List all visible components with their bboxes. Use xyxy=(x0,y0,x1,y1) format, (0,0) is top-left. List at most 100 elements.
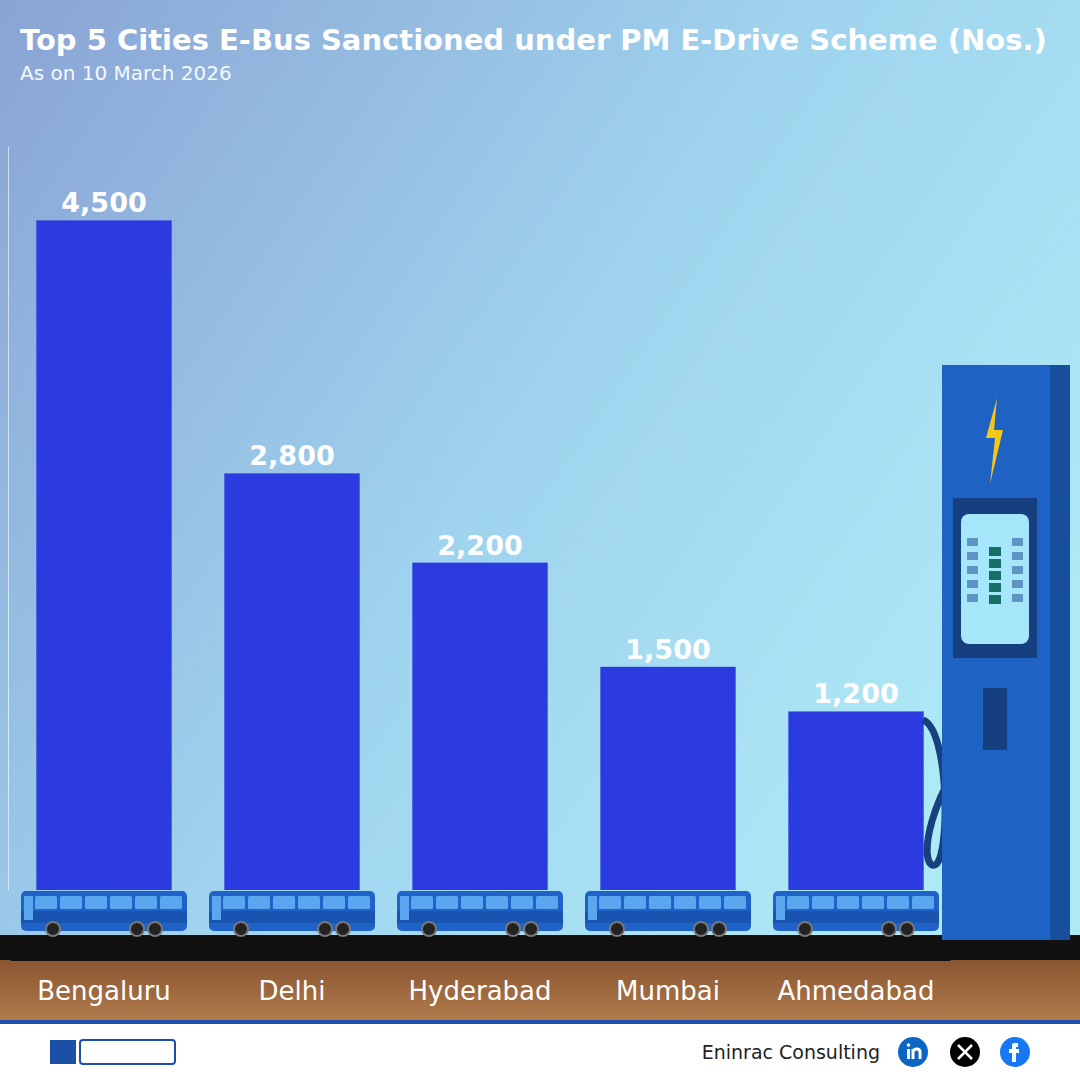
tick: Mumbai xyxy=(616,960,720,1006)
bus-window xyxy=(323,896,345,909)
bus-wheel xyxy=(148,922,162,936)
bus xyxy=(397,891,563,936)
title: Top 5 Cities E-Bus Sanctioned under PM E… xyxy=(20,23,1047,57)
tick: Hyderabad xyxy=(409,960,552,1006)
ground-band xyxy=(0,960,1080,1020)
bus-door xyxy=(776,896,785,920)
bus-wheel xyxy=(798,922,812,936)
screen-dot xyxy=(1012,552,1023,560)
social-glyph xyxy=(1009,1043,1019,1062)
bus-window xyxy=(35,896,57,909)
chart: Top 5 Cities E-Bus Sanctioned under PM E… xyxy=(0,0,1080,1080)
tick-label: Delhi xyxy=(259,976,326,1006)
tick-label: Mumbai xyxy=(616,976,720,1006)
bus-window xyxy=(135,896,157,909)
bus-window xyxy=(348,896,370,909)
social-icon[interactable] xyxy=(1000,1037,1030,1067)
bus-window xyxy=(624,896,646,909)
bus xyxy=(773,891,939,936)
bus-wheel xyxy=(694,922,708,936)
footer-bg xyxy=(0,1024,1080,1080)
footer-rule xyxy=(0,1020,1080,1024)
bus-window xyxy=(862,896,884,909)
screen-dot xyxy=(1012,580,1023,588)
axis-line xyxy=(11,960,951,961)
bus-window xyxy=(248,896,270,909)
battery-cell xyxy=(989,595,1001,604)
charger-side xyxy=(1050,365,1070,940)
bus-stripe xyxy=(397,911,563,923)
bus-wheel xyxy=(712,922,726,936)
bus-body xyxy=(21,891,187,931)
charger-screen xyxy=(961,514,1029,644)
charger-body xyxy=(942,365,1070,940)
bus-stripe xyxy=(209,911,375,923)
bus-window xyxy=(223,896,245,909)
bus xyxy=(21,891,187,936)
bus xyxy=(585,891,751,936)
social-glyph xyxy=(907,1049,910,1059)
bus-window xyxy=(298,896,320,909)
bar xyxy=(36,220,171,890)
bus-wheel xyxy=(882,922,896,936)
social-glyph xyxy=(958,1045,972,1059)
screen-dot xyxy=(1012,566,1023,574)
logo-mark xyxy=(50,1040,76,1064)
battery-cell xyxy=(989,559,1001,568)
bus-body xyxy=(209,891,375,931)
data-label: 2,800 xyxy=(249,440,334,471)
bolt xyxy=(986,398,1003,484)
data-label: 1,200 xyxy=(813,678,898,709)
bar xyxy=(788,711,923,890)
screen-dot xyxy=(967,580,978,588)
screen-dot xyxy=(967,594,978,602)
bar xyxy=(412,563,547,890)
bus-window xyxy=(536,896,558,909)
bus-wheel xyxy=(130,922,144,936)
bus-wheel xyxy=(506,922,520,936)
logo xyxy=(50,1040,175,1064)
bus-stripe xyxy=(21,911,187,923)
bus-body xyxy=(397,891,563,931)
bus-window xyxy=(912,896,934,909)
battery-cell xyxy=(989,547,1001,556)
data-label: 4,500 xyxy=(61,187,146,218)
bus-wheel xyxy=(46,922,60,936)
social-glyph xyxy=(907,1043,911,1047)
bus-window xyxy=(699,896,721,909)
social-icons xyxy=(898,1037,1030,1067)
bus-window xyxy=(724,896,746,909)
bar xyxy=(224,473,359,890)
bus-body xyxy=(773,891,939,931)
bus-window xyxy=(674,896,696,909)
bus-window xyxy=(787,896,809,909)
screen-dot xyxy=(967,552,978,560)
bus-window xyxy=(160,896,182,909)
tick: Delhi xyxy=(259,960,326,1006)
screen-dot xyxy=(1012,594,1023,602)
screen-dot xyxy=(967,566,978,574)
buses xyxy=(21,891,939,936)
y-axis xyxy=(8,147,9,891)
bus-wheel xyxy=(524,922,538,936)
charger xyxy=(923,365,1070,940)
battery-cell xyxy=(989,571,1001,580)
bus-window xyxy=(85,896,107,909)
tick-label: Ahmedabad xyxy=(778,976,935,1006)
screen-dot xyxy=(967,538,978,546)
social-icon[interactable] xyxy=(898,1037,928,1067)
subtitle: As on 10 March 2026 xyxy=(20,61,232,85)
data-labels: 4,5002,8002,2001,5001,200 xyxy=(61,187,898,709)
battery-cell xyxy=(989,583,1001,592)
tick-label: Bengaluru xyxy=(37,976,171,1006)
bus-window xyxy=(812,896,834,909)
bus-window xyxy=(110,896,132,909)
logo-frame xyxy=(80,1040,175,1064)
bus-window xyxy=(436,896,458,909)
charger-panel xyxy=(953,498,1037,658)
bus-wheel xyxy=(336,922,350,936)
social-icon[interactable] xyxy=(950,1037,980,1067)
bus-window xyxy=(486,896,508,909)
bus xyxy=(209,891,375,936)
road xyxy=(0,935,1080,960)
